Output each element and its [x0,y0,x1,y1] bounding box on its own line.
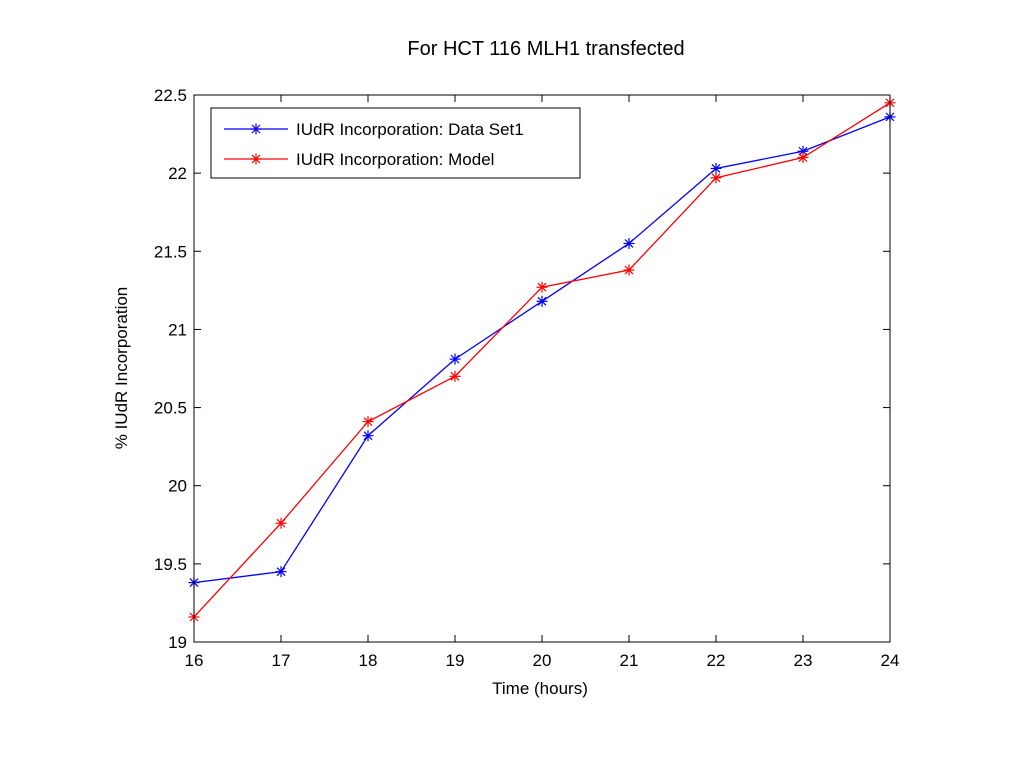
data-point [449,370,461,382]
y-tick-label: 19.5 [154,555,187,574]
marker-stroke [711,164,721,173]
marker-stroke [363,431,373,441]
marker-stroke [624,239,634,248]
marker-stroke [251,124,261,134]
chart-title: For HCT 116 MLH1 transfected [407,38,684,60]
marker-stroke [450,354,460,364]
legend-label: IUdR Incorporation: Data Set1 [296,120,524,139]
x-tick-label: 21 [620,651,639,670]
marker-stroke [276,518,286,528]
legend-marker [250,153,262,165]
y-tick-label: 21.5 [154,242,187,261]
x-tick-label: 18 [359,651,378,670]
data-point [710,162,722,174]
y-axis-label: % IUdR Incorporation [112,287,131,450]
x-axis-label: Time (hours) [492,679,588,698]
data-point [710,172,722,184]
marker-stroke [537,282,547,292]
marker-stroke [450,371,460,381]
x-tick-label: 20 [533,651,552,670]
plot-area [194,95,890,642]
data-point [797,152,809,164]
data-point [362,416,374,428]
data-point [536,295,548,307]
marker-stroke [798,153,808,162]
y-tick-label: 20.5 [154,399,187,418]
marker-stroke [624,265,634,275]
y-tick-label: 19 [168,633,187,652]
legend-marker [250,123,262,135]
legend-label: IUdR Incorporation: Model [296,150,494,169]
series-layer [188,97,896,623]
legend: IUdR Incorporation: Data Set1 IUdR Incorp… [210,107,581,179]
y-tick-label: 21 [168,320,187,339]
x-tick-label: 17 [272,651,291,670]
x-tick-label: 23 [794,651,813,670]
data-point [362,430,374,442]
data-point [536,281,548,293]
marker-stroke [276,567,286,577]
marker-stroke [537,296,547,306]
axes-layer: 16 17 18 19 20 21 22 23 24 19 19.5 20 20.5 21 21.5 22 22… [154,86,900,670]
marker-stroke [798,146,808,156]
legend-entry-2: IUdR Incorporation: Model [224,150,494,169]
x-tick-label: 22 [707,651,726,670]
y-tick-label: 20 [168,477,187,496]
marker-stroke [251,154,261,164]
data-point [623,264,635,276]
x-tick-label: 19 [446,651,465,670]
x-tick-label: 24 [881,651,900,670]
data-point [623,237,635,249]
marker-stroke [363,417,373,427]
marker-stroke [711,173,721,183]
legend-box [210,107,581,179]
legend-entry-1: IUdR Incorporation: Data Set1 [224,120,524,139]
data-point [275,566,287,578]
series-1 [188,111,896,589]
series-2 [188,97,896,623]
data-point [449,353,461,365]
x-tick-label: 16 [185,651,204,670]
data-point [275,517,287,529]
y-tick-label: 22 [168,164,187,183]
y-tick-label: 22.5 [154,86,187,105]
